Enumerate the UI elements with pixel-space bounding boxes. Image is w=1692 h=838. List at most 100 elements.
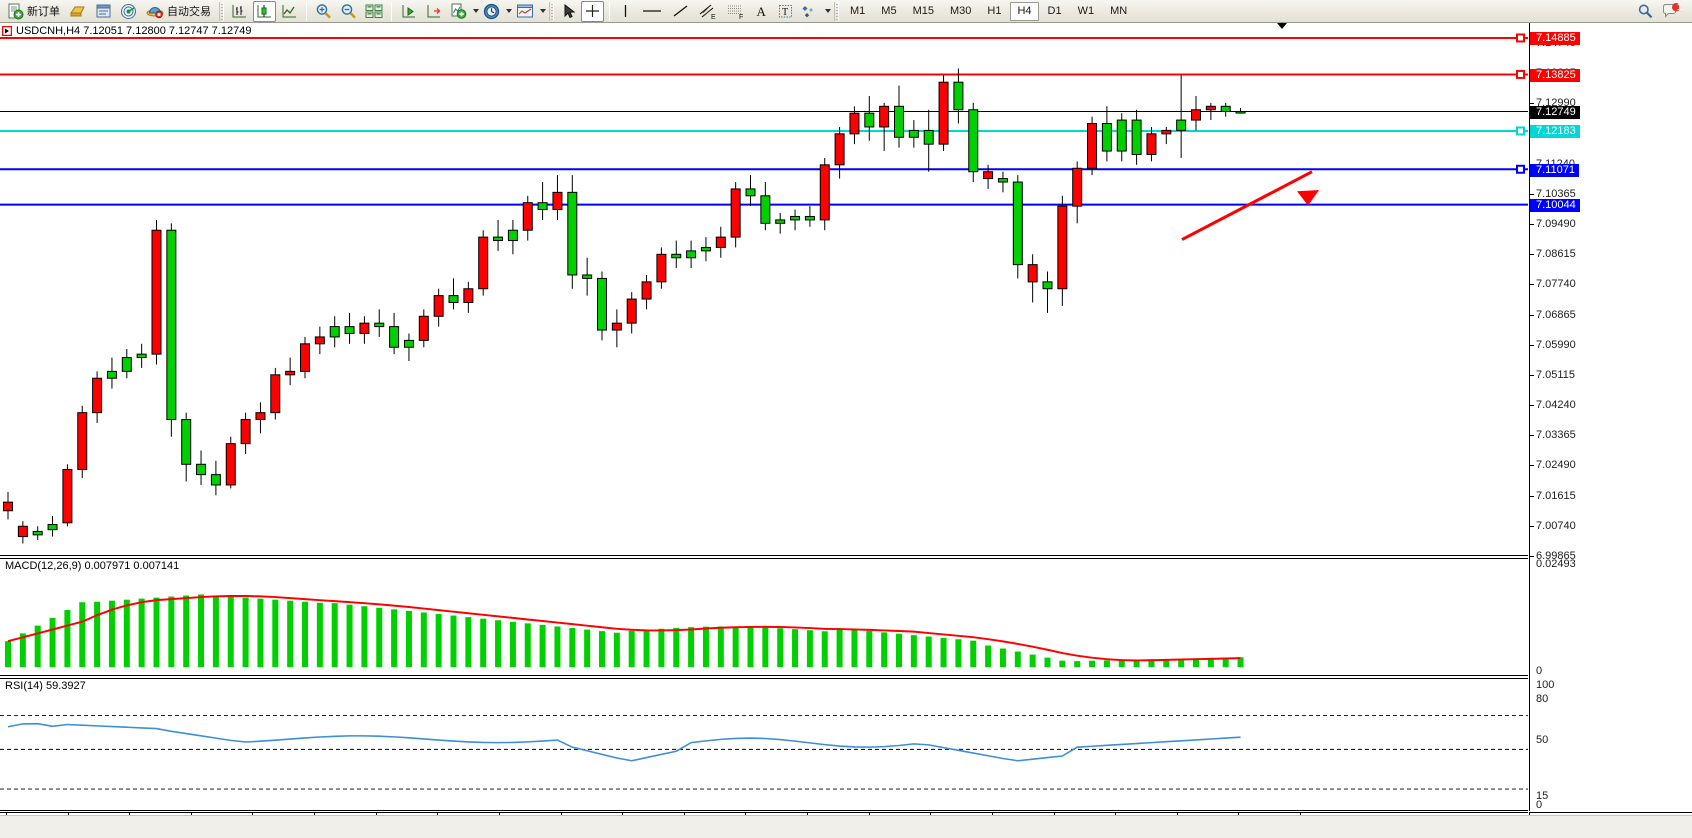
rsi-axis-tick-0: 0 [1536, 799, 1543, 811]
time-tick-mark [991, 813, 993, 816]
text-button[interactable]: A [751, 1, 772, 22]
timeframe-w1[interactable]: W1 [1077, 5, 1095, 17]
rsi-pane[interactable]: RSI(14) 59.3927 [0, 678, 1528, 811]
price-level-badge-cyan[interactable]: 7.12183 [1530, 125, 1580, 139]
vertical-line-button[interactable] [615, 1, 636, 22]
fibonacci-button[interactable]: F [723, 1, 749, 22]
macd-histogram-bar [613, 632, 620, 668]
candle-body [507, 229, 518, 242]
chart-shift-button[interactable] [397, 1, 420, 22]
new-order-button[interactable]: 新订单 [3, 1, 64, 22]
timeframe-mn[interactable]: MN [1110, 5, 1128, 17]
autotrading-button[interactable]: 自动交易 [142, 1, 215, 22]
shapes-button[interactable] [799, 1, 822, 22]
trendline-button[interactable] [668, 1, 693, 22]
candle-body [1235, 110, 1246, 114]
candle-body [1027, 264, 1038, 283]
shapes-icon [802, 6, 813, 18]
macd-histogram-bar [257, 598, 264, 668]
price-axis[interactable]: 7.147407.138657.129907.121157.112407.103… [1529, 23, 1692, 811]
time-tick-mark [560, 813, 562, 816]
price-level-badge-resistance[interactable]: 7.14885 [1530, 32, 1580, 45]
timeframe-h4[interactable]: H4 [1010, 1, 1039, 21]
candle-body [671, 253, 682, 259]
cursor-button[interactable] [558, 1, 579, 22]
crosshair-icon [586, 5, 599, 17]
timeframe-m15[interactable]: M15 [912, 5, 934, 17]
macd-histogram-bar [702, 626, 709, 668]
horizontal-line-button[interactable] [638, 1, 666, 22]
time-tick-mark [1238, 813, 1240, 816]
text-label-button[interactable]: T [774, 1, 797, 22]
bar-chart-button[interactable] [228, 1, 251, 22]
zoom-out-button[interactable] [337, 1, 360, 22]
timeframe-m30[interactable]: M30 [949, 5, 972, 17]
candle-body [611, 322, 622, 331]
time-tick-mark [375, 813, 377, 816]
search-button[interactable] [1634, 1, 1657, 22]
trend-arrow-head[interactable] [1297, 190, 1320, 206]
line-chart-button[interactable] [278, 1, 301, 22]
candle-body [1057, 205, 1068, 290]
price-level-badge-resistance[interactable]: 7.13825 [1530, 68, 1580, 82]
navigator-button[interactable] [117, 1, 140, 22]
candle-body [17, 525, 28, 538]
market-watch-button[interactable] [66, 1, 90, 22]
trend-arrow-shaft[interactable] [1181, 170, 1313, 241]
data-window-button[interactable] [92, 1, 115, 22]
candle-body [552, 191, 563, 211]
macd-axis-max: 0.02493 [1536, 558, 1576, 570]
chat-button[interactable]: 1 [1659, 1, 1684, 22]
rsi-line [7, 722, 1241, 762]
crosshair-button[interactable] [581, 0, 604, 22]
zoom-in-button[interactable] [312, 1, 335, 22]
macd-histogram-bar [1029, 654, 1036, 668]
price-pane[interactable]: USDCNH,H4 7.12051 7.12800 7.12747 7.1274… [0, 23, 1528, 556]
candlestick-chart-button[interactable] [253, 0, 276, 22]
timeframe-d1[interactable]: D1 [1047, 5, 1062, 17]
macd-histogram-bar [94, 601, 101, 668]
timeframe-h1[interactable]: H1 [987, 5, 1002, 17]
macd-histogram-bar [480, 618, 487, 668]
macd-histogram-bar [569, 628, 576, 668]
level-handle-2[interactable] [1516, 126, 1525, 136]
periods-caret-icon[interactable] [506, 9, 512, 13]
indicators-button[interactable] [447, 1, 470, 22]
templates-button[interactable] [513, 1, 537, 22]
candle-body [1220, 105, 1231, 112]
price-level-badge-bid[interactable]: 7.12749 [1530, 105, 1580, 119]
arrow-cursor-icon [564, 3, 576, 19]
price-level-badge-support[interactable]: 7.11071 [1530, 163, 1579, 177]
level-handle-3[interactable] [1516, 164, 1525, 174]
timeframe-m1[interactable]: M1 [850, 5, 866, 17]
macd-histogram-bar [1178, 658, 1185, 668]
candle-body [1131, 119, 1142, 155]
horizontal-line-icon [643, 10, 661, 12]
rsi-plot [0, 714, 1528, 790]
equidistant-channel-button[interactable]: E [695, 1, 721, 22]
macd-histogram-bar [717, 626, 724, 668]
auto-scroll-button[interactable] [422, 1, 445, 22]
timeframe-m5[interactable]: M5 [881, 5, 897, 17]
rsi-axis-tick-100: 100 [1536, 679, 1555, 691]
periods-button[interactable] [480, 1, 503, 22]
candle-body [968, 109, 979, 173]
candle-body [1072, 167, 1083, 207]
macd-histogram-bar [153, 597, 160, 668]
chart-scroll-marker-icon[interactable] [1277, 23, 1287, 29]
shapes-caret-icon[interactable] [825, 9, 831, 13]
macd-histogram-bar [554, 626, 561, 668]
level-handle-0[interactable] [1516, 33, 1525, 43]
candle-body [804, 215, 815, 221]
chart-container[interactable]: USDCNH,H4 7.12051 7.12800 7.12747 7.1274… [0, 23, 1692, 838]
macd-histogram-bar [1103, 660, 1110, 668]
candle-body [448, 295, 459, 304]
tile-windows-button[interactable] [362, 1, 386, 22]
level-handle-1[interactable] [1516, 69, 1525, 79]
macd-histogram-bar [539, 624, 546, 668]
candle-body [983, 171, 994, 180]
macd-pane[interactable]: MACD(12,26,9) 0.007971 0.007141 [0, 558, 1528, 676]
price-level-badge-support[interactable]: 7.10044 [1530, 198, 1580, 212]
templates-caret-icon[interactable] [540, 9, 546, 13]
indicators-caret-icon[interactable] [473, 9, 479, 13]
